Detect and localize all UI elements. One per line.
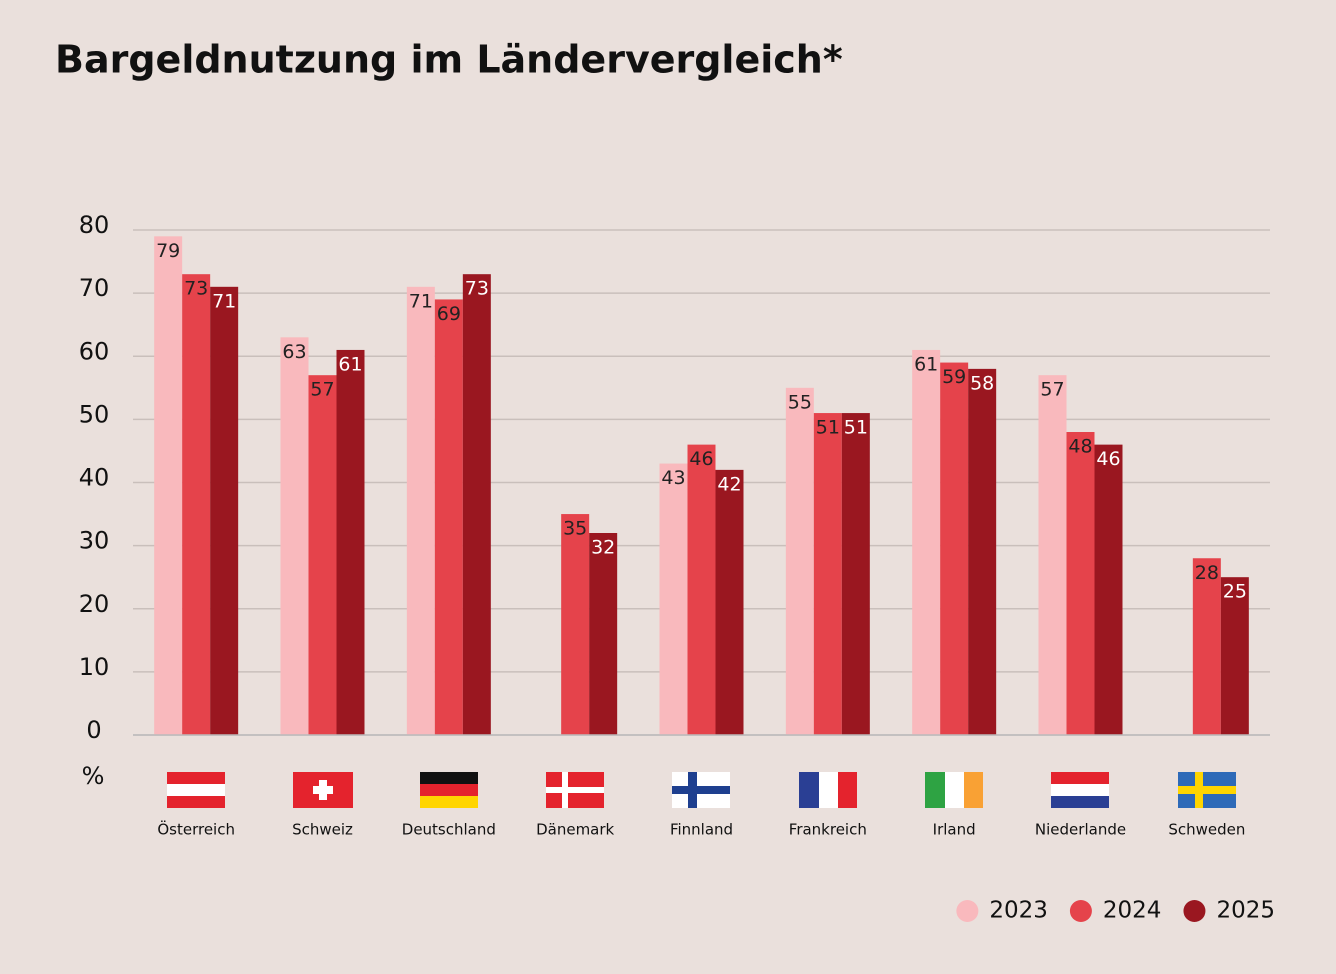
bar [462,274,491,735]
value-label: 73 [465,278,489,300]
value-label: 57 [310,379,334,401]
flag [420,772,478,808]
value-label: 73 [184,278,208,300]
y-tick-label: 10 [79,653,110,681]
x-tick-label: Niederlande [1035,821,1126,839]
bar [561,514,590,735]
y-unit: % [82,762,105,790]
bar [1094,444,1123,735]
flag [1178,772,1236,808]
legend-label: 2024 [1103,898,1162,924]
bar [1220,577,1249,735]
bar [589,533,618,735]
x-tick-label: Dänemark [536,821,614,839]
x-tick-label: Irland [933,821,976,839]
value-label: 71 [212,290,236,312]
value-label: 61 [338,353,362,375]
flag [1051,772,1109,808]
value-label: 55 [788,391,812,413]
x-tick-label: Deutschland [402,821,496,839]
y-tick-label: 0 [86,716,101,744]
x-tick-label: Österreich [157,820,235,839]
bar [715,469,744,735]
value-label: 57 [1040,379,1064,401]
flag [925,772,983,808]
bar [659,463,688,735]
value-label: 25 [1223,581,1247,603]
x-tick-label: Frankreich [789,821,867,839]
y-tick-label: 40 [79,464,110,492]
legend-label: 2023 [989,898,1048,924]
bar [406,286,435,735]
bar [841,413,870,735]
bar [210,286,239,735]
y-tick-label: 50 [79,400,110,428]
y-tick-label: 70 [79,274,110,302]
value-label: 48 [1068,436,1092,458]
flags [167,772,1236,808]
flag [293,772,353,808]
bar [308,375,337,735]
value-label: 46 [689,448,713,470]
bar [1192,558,1221,735]
value-label: 58 [970,372,994,394]
flag [167,772,225,808]
y-tick-label: 80 [79,211,110,239]
bar [182,274,211,735]
bar [280,337,309,735]
bar [336,349,365,735]
value-label: 46 [1096,448,1120,470]
legend-swatch [1069,900,1092,922]
flag [672,772,730,808]
value-label: 51 [816,417,840,439]
y-tick-label: 20 [79,590,110,618]
value-label: 28 [1195,562,1219,584]
value-label: 63 [282,341,306,363]
bar [912,349,941,735]
x-tick-label: Schweden [1168,821,1245,839]
bar [813,413,842,735]
bar [434,299,463,735]
bar [1038,375,1067,735]
value-label: 43 [661,467,685,489]
y-tick-label: 30 [79,527,110,555]
value-label: 61 [914,353,938,375]
legend-swatch [956,900,979,922]
x-tick-label: Schweiz [292,821,353,839]
value-label: 51 [844,417,868,439]
legend-swatch [1183,900,1206,922]
bar [687,444,716,735]
bar [1066,432,1095,735]
value-label: 32 [591,537,615,559]
value-label: 42 [717,473,741,495]
flag [546,772,604,808]
bar [785,387,814,735]
bar [968,368,997,735]
value-label: 69 [437,303,461,325]
value-label: 71 [409,290,433,312]
legend-label: 2025 [1216,898,1275,924]
flag [799,772,857,808]
value-label: 35 [563,518,587,540]
bar [940,362,969,735]
bar [154,236,183,735]
y-tick-label: 60 [79,337,110,365]
x-tick-label: Finnland [670,821,733,839]
chart-title: Bargeldnutzung im Ländervergleich* [55,38,843,82]
value-label: 59 [942,366,966,388]
value-label: 79 [156,240,180,262]
